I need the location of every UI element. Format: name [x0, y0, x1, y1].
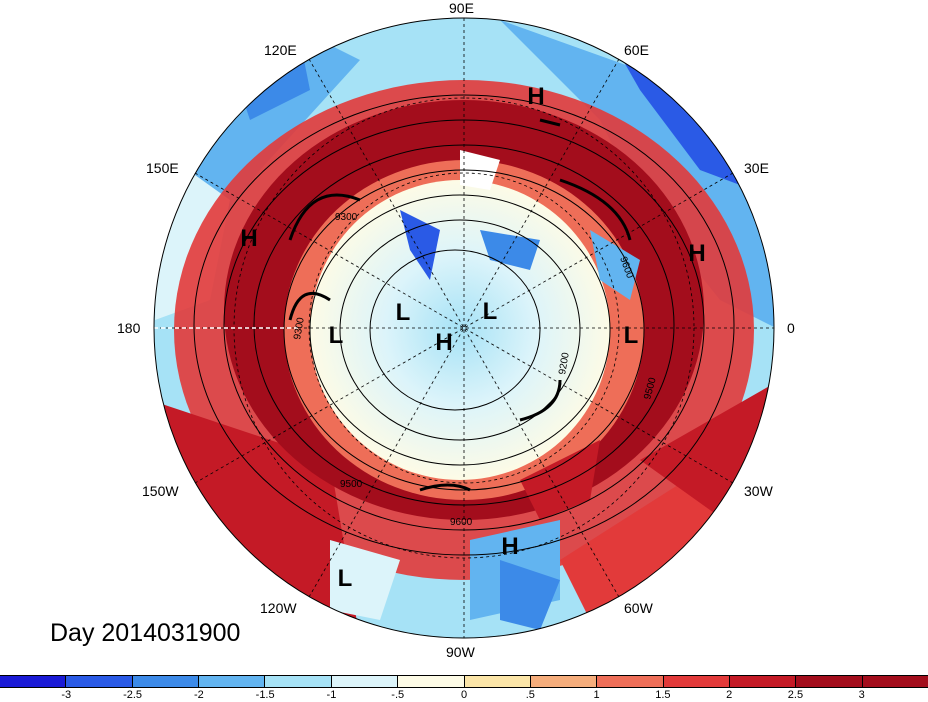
colorbar-tick-label: .5 [525, 689, 535, 701]
lon-label-120e: 120E [264, 42, 297, 58]
colorbar-tick-label: -3 [61, 689, 72, 701]
contour-label: 9600 [450, 517, 473, 528]
lon-label-90e: 90E [449, 0, 474, 16]
contour-label: 9300 [335, 212, 358, 223]
colorbar-swatch [464, 676, 531, 687]
contour-label: 9500 [340, 479, 363, 490]
colorbar-tick-label: -.5 [391, 689, 405, 701]
lon-label-150w: 150W [142, 483, 179, 499]
colorbar-swatch [663, 676, 730, 687]
lon-label-30e: 30E [744, 160, 769, 176]
lon-label-30w: 30W [744, 483, 773, 499]
low-120w: L [338, 565, 353, 592]
graticule [154, 18, 774, 638]
lon-label-120w: 120W [260, 600, 297, 616]
colorbar-swatch [66, 676, 133, 687]
colorbar-tick-label: -2 [193, 689, 204, 701]
map-boundary [153, 17, 775, 639]
colorbar-swatch [862, 676, 928, 687]
lon-label-150e: 150E [146, 160, 179, 176]
colorbar-swatch [597, 676, 664, 687]
high-150e: H [240, 225, 257, 252]
lon-label-90w: 90W [446, 644, 475, 660]
pressure-centers: H H H L L L H L H L [240, 83, 705, 592]
colorbar-swatch [398, 676, 465, 687]
low-center-2: L [483, 298, 498, 325]
low-east: L [624, 322, 639, 349]
lon-label-0: 0 [787, 320, 795, 336]
low-west-1: L [329, 322, 344, 349]
colorbar-tick-label: 2.5 [787, 689, 804, 701]
high-pole: H [435, 329, 452, 356]
lon-label-60e: 60E [624, 42, 649, 58]
colorbar-swatch [729, 676, 797, 687]
contour-label: 9200 [557, 351, 572, 375]
colorbar-tick-label: -2.5 [123, 689, 143, 701]
colorbar-tick-label: 1.5 [655, 689, 671, 701]
colorbar-tick-label: 0 [460, 689, 468, 701]
colorbar-tick-label: 3 [858, 689, 865, 701]
high-30e: H [688, 240, 705, 267]
colorbar-swatch [331, 676, 399, 687]
low-center-1: L [396, 299, 411, 326]
contour-label: 9300 [292, 316, 307, 340]
lon-label-60w: 60W [624, 600, 653, 616]
colorbar-swatch [796, 676, 863, 687]
colorbar-swatch [0, 676, 67, 687]
colorbar-swatch [265, 676, 332, 687]
contour-labels: 9300 9600 9300 9200 9500 9500 9600 [292, 212, 659, 528]
colorbar-tick-label: -1 [326, 689, 337, 701]
colorbar-swatch [530, 676, 598, 687]
lon-label-180: 180 [117, 320, 141, 336]
date-title: Day 2014031900 [50, 619, 241, 647]
colorbar-swatch [199, 676, 266, 687]
colorbar-swatch [132, 676, 200, 687]
high-90w: H [501, 533, 518, 560]
colorbar-tick-label: 1 [593, 689, 600, 701]
colorbar [0, 675, 928, 688]
colorbar-tick-label: 2 [726, 689, 733, 701]
colorbar-tick-label: -1.5 [255, 689, 275, 701]
high-60e: H [527, 83, 544, 110]
